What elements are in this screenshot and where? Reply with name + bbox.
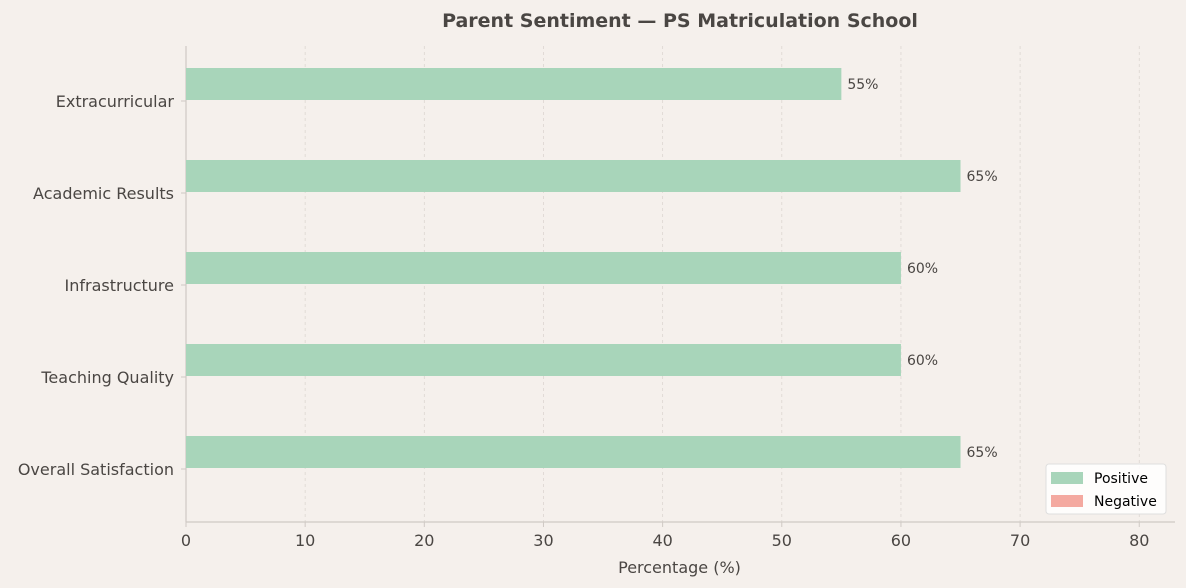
bar-value-label: 60% <box>907 261 938 277</box>
category-labels: Overall Satisfaction Teaching Quality Infr… <box>18 92 186 479</box>
x-tick-label: 0 <box>181 531 191 550</box>
category-label: Infrastructure <box>65 276 174 295</box>
x-tick-label: 10 <box>295 531 315 550</box>
x-tick-label: 70 <box>1010 531 1030 550</box>
x-tick-label: 20 <box>414 531 434 550</box>
category-label: Extracurricular <box>56 92 175 111</box>
x-tick-label: 80 <box>1129 531 1149 550</box>
bar-value-label: 60% <box>907 353 938 369</box>
category-label: Academic Results <box>33 184 174 203</box>
x-tick-label: 50 <box>772 531 792 550</box>
bars <box>186 68 961 468</box>
legend-label: Negative <box>1094 494 1157 510</box>
bar-positive <box>186 68 842 100</box>
x-tick-label: 30 <box>533 531 553 550</box>
bar-positive <box>186 344 901 376</box>
x-axis-label: Percentage (%) <box>618 558 741 577</box>
bar-value-label: 65% <box>967 169 998 185</box>
legend: Positive Negative <box>1045 463 1167 515</box>
bar-positive <box>186 252 901 284</box>
bar-positive <box>186 160 961 192</box>
bar-positive <box>186 436 961 468</box>
value-labels: 65% 60% 60% 65% 55% <box>847 77 997 461</box>
legend-swatch <box>1051 472 1083 484</box>
bar-value-label: 65% <box>967 445 998 461</box>
x-tick-label: 40 <box>652 531 672 550</box>
category-label: Teaching Quality <box>40 368 174 387</box>
legend-label: Positive <box>1094 471 1148 487</box>
bar-value-label: 55% <box>847 77 878 93</box>
chart-title: Parent Sentiment — PS Matriculation Scho… <box>442 10 918 32</box>
x-tick-label: 60 <box>891 531 911 550</box>
legend-swatch <box>1051 495 1083 507</box>
category-label: Overall Satisfaction <box>18 460 174 479</box>
x-tick-labels: 0 10 20 30 40 50 60 70 80 <box>181 522 1149 550</box>
